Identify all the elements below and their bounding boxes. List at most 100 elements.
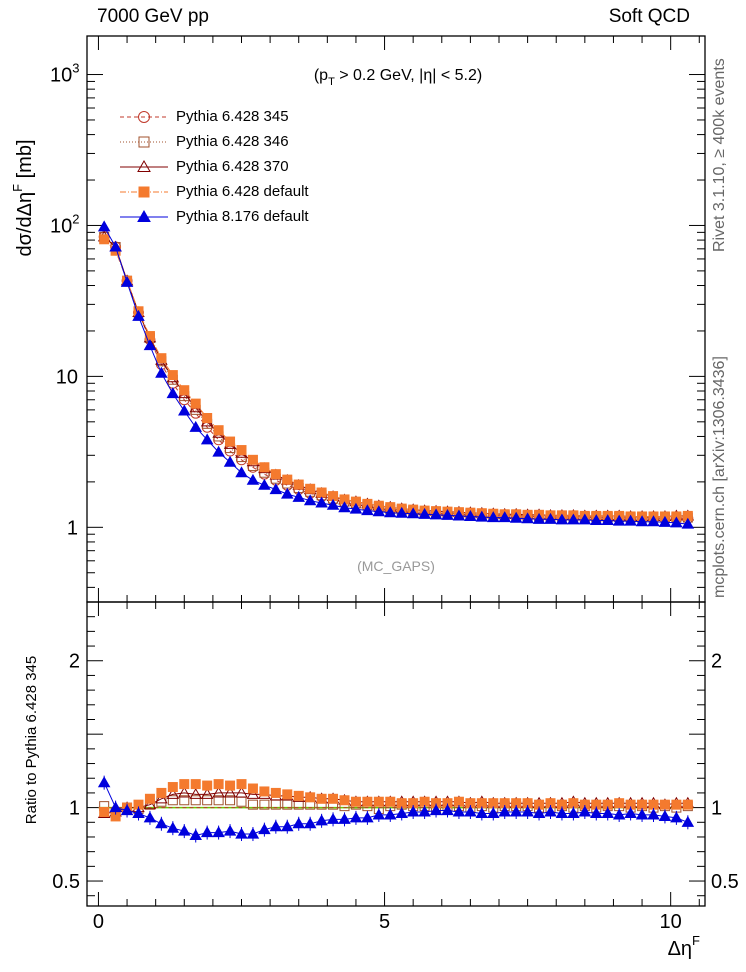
ratio-axis-ticks <box>87 602 705 906</box>
ratio-data-point <box>441 804 454 816</box>
main-data-point <box>395 506 408 518</box>
ratio-data-point <box>315 814 328 826</box>
legend-marker-open-circle <box>120 110 168 123</box>
ratio-data-point <box>648 799 659 810</box>
legend-symbol <box>138 186 150 197</box>
ratio-data-point <box>338 812 351 824</box>
ratio-data-point <box>179 795 190 806</box>
main-data-point <box>555 513 569 525</box>
ratio-data-point <box>178 786 191 798</box>
main-series-pythia-6-428-default <box>99 234 693 522</box>
legend-label: Pythia 6.428 default <box>176 183 309 200</box>
ratio-data-point <box>155 792 168 804</box>
main-data-point <box>578 513 592 525</box>
legend-symbol <box>137 159 151 172</box>
main-y-axis-title: dσ/dΔηF [mb] <box>10 139 36 256</box>
main-series-pythia-6-428-370 <box>97 230 695 522</box>
collision-label: 7000 GeV pp <box>97 6 209 27</box>
ratio-data-point <box>99 807 110 818</box>
main-data-point <box>258 478 271 490</box>
ratio-ytick-label-2-right: 2 <box>711 651 722 673</box>
main-series-pythia-6-428-345 <box>98 231 694 524</box>
main-data-point <box>658 515 672 527</box>
xtick-labels: 0 5 10 <box>93 911 682 933</box>
main-data-point <box>132 309 145 321</box>
ratio-data-point <box>269 820 283 832</box>
ratio-data-point <box>212 786 225 798</box>
ratio-data-point <box>682 799 693 810</box>
main-data-point <box>212 445 225 457</box>
ratio-data-point <box>236 796 247 807</box>
ratio-data-point <box>418 805 431 817</box>
ratio-data-point <box>452 805 466 817</box>
main-data-point <box>521 512 534 524</box>
ytick-label-1000: 103 <box>50 61 79 87</box>
legend-marker-filled-square <box>120 186 168 197</box>
main-data-point <box>189 420 202 432</box>
ratio-data-point <box>396 798 407 809</box>
main-data-point <box>681 517 695 529</box>
ratio-data-point <box>144 793 155 804</box>
ratio-data-point <box>326 812 340 824</box>
legend-item: Pythia 8.176 default <box>118 204 309 229</box>
ratio-data-point <box>521 805 534 817</box>
main-data-point <box>316 487 327 498</box>
ratio-data-point <box>361 811 374 823</box>
ratio-data-point <box>544 805 557 817</box>
main-ytick-labels: 1 10 102 103 <box>50 61 79 540</box>
main-data-point <box>441 508 454 520</box>
main-data-point <box>647 515 660 527</box>
ratio-data-point <box>190 779 201 790</box>
main-data-point <box>292 490 305 502</box>
ratio-data-point <box>235 786 248 798</box>
main-data-point <box>156 353 167 364</box>
ratio-data-point <box>532 807 546 819</box>
main-data-point <box>213 425 224 436</box>
main-series-line <box>103 226 688 525</box>
legend-label: Pythia 6.428 370 <box>176 158 289 175</box>
main-data-point <box>429 508 443 520</box>
ratio-ytick-label-1: 1 <box>69 798 80 820</box>
main-data-point <box>143 339 157 351</box>
ratio-data-point <box>247 799 258 810</box>
ratio-data-point <box>635 808 649 820</box>
ratio-ytick-label-2: 2 <box>69 651 80 673</box>
ratio-data-point <box>225 795 236 806</box>
ratio-series-pythia-8-176-default <box>97 775 695 843</box>
ratio-data-point <box>350 796 361 807</box>
ratio-data-point <box>555 807 569 819</box>
main-data-point <box>487 511 500 523</box>
main-data-point <box>270 469 281 480</box>
ratio-y-axis-title: Ratio to Pythia 6.428 345 <box>23 656 40 824</box>
legend-marker-open-square <box>120 136 168 147</box>
ratio-data-point <box>488 798 499 809</box>
legend-item: Pythia 6.428 345 <box>118 104 309 129</box>
ratio-ytick-label-0.5-right: 0.5 <box>711 871 739 893</box>
ratio-data-point <box>213 779 224 790</box>
main-data-point <box>97 220 111 232</box>
ratio-data-point <box>498 805 511 817</box>
analysis-label: (MC_GAPS) <box>357 558 435 574</box>
legend-symbol <box>138 110 150 123</box>
ratio-data-point <box>476 798 487 809</box>
main-data-point <box>303 494 317 506</box>
xtick-label-5: 5 <box>379 911 390 933</box>
ratio-data-point <box>453 796 464 807</box>
ratio-data-point <box>349 811 363 823</box>
ratio-data-point <box>293 790 304 801</box>
ratio-data-point <box>372 808 386 820</box>
main-data-point <box>601 514 614 526</box>
ratio-data-point <box>339 795 350 806</box>
ratio-data-point <box>202 795 213 806</box>
ratio-series-line <box>104 792 688 814</box>
ratio-ytick-label-1-right: 1 <box>711 798 722 820</box>
x-axis-title: ΔηF <box>668 933 700 960</box>
ratio-data-point <box>109 801 122 813</box>
ratio-series-line <box>103 782 688 837</box>
ytick-label-100: 102 <box>50 211 79 237</box>
legend: Pythia 6.428 345 Pythia 6.428 346 Pythia… <box>118 104 309 229</box>
ratio-data-point <box>567 807 580 819</box>
main-data-point <box>259 462 270 473</box>
legend-symbol <box>137 209 151 222</box>
main-data-point <box>567 513 580 525</box>
